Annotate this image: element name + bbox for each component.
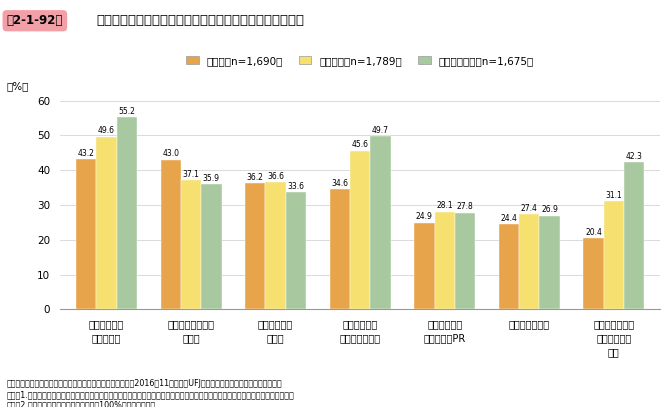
Bar <box>350 151 370 309</box>
Bar <box>161 160 181 309</box>
Text: 持続成長型企業の、成長段階ごとの販路開拓における課題: 持続成長型企業の、成長段階ごとの販路開拓における課題 <box>97 14 305 27</box>
Text: 43.2: 43.2 <box>78 149 95 158</box>
Bar <box>265 182 285 309</box>
Text: 35.9: 35.9 <box>203 174 220 183</box>
Text: 43.0: 43.0 <box>162 149 179 158</box>
Bar <box>604 201 624 309</box>
Text: 34.6: 34.6 <box>331 179 348 188</box>
Text: 2.複数回答のため、合計は必ずしも100%にはならない。: 2.複数回答のため、合計は必ずしも100%にはならない。 <box>7 400 156 407</box>
Text: 27.8: 27.8 <box>457 202 474 211</box>
Text: 36.6: 36.6 <box>267 172 284 181</box>
Text: 20.4: 20.4 <box>585 228 602 237</box>
Text: 49.7: 49.7 <box>372 126 389 135</box>
Bar <box>201 184 221 309</box>
Text: 24.4: 24.4 <box>500 214 518 223</box>
Text: 42.3: 42.3 <box>626 152 642 161</box>
Bar <box>455 212 475 309</box>
Bar <box>329 189 350 309</box>
Bar <box>435 212 455 309</box>
Bar <box>76 159 97 309</box>
Text: 26.9: 26.9 <box>541 206 558 214</box>
Bar <box>285 193 306 309</box>
Text: 27.4: 27.4 <box>521 204 538 212</box>
Text: 24.9: 24.9 <box>416 212 433 221</box>
Text: 資料：中小企業庁委託「起業・創業の実態に関する調査」（2016年11月、三菱UFJリサーチ＆コンサルティング（株））: 資料：中小企業庁委託「起業・創業の実態に関する調査」（2016年11月、三菱UF… <box>7 379 282 388</box>
Bar <box>540 216 560 309</box>
Bar <box>519 214 540 309</box>
Bar <box>499 224 519 309</box>
Bar <box>370 136 391 309</box>
Bar <box>584 239 604 309</box>
Text: 28.1: 28.1 <box>436 201 453 210</box>
Text: 33.6: 33.6 <box>287 182 304 191</box>
Text: 55.2: 55.2 <box>118 107 135 116</box>
Bar <box>181 180 201 309</box>
Bar <box>414 223 435 309</box>
Text: 45.6: 45.6 <box>352 140 369 149</box>
Bar <box>97 137 117 309</box>
Text: 31.1: 31.1 <box>606 191 622 200</box>
Text: （%）: （%） <box>6 81 29 92</box>
Bar <box>117 117 137 309</box>
Text: 37.1: 37.1 <box>183 170 199 179</box>
Legend: 創業期（n=1,690）, 成長初期（n=1,789）, 安定・拡大期（n=1,675）: 創業期（n=1,690）, 成長初期（n=1,789）, 安定・拡大期（n=1,… <box>186 56 534 66</box>
Bar <box>624 162 644 309</box>
Text: （注）1.持続成長型の企業が各成長段階で、販路開拓において課題となった、課題となっていることについての回答を集計している。: （注）1.持続成長型の企業が各成長段階で、販路開拓において課題となった、課題とな… <box>7 390 294 399</box>
Text: 第2-1-92図: 第2-1-92図 <box>7 14 63 27</box>
Text: 36.2: 36.2 <box>247 173 263 182</box>
Bar <box>245 184 265 309</box>
Text: 49.6: 49.6 <box>98 126 115 136</box>
